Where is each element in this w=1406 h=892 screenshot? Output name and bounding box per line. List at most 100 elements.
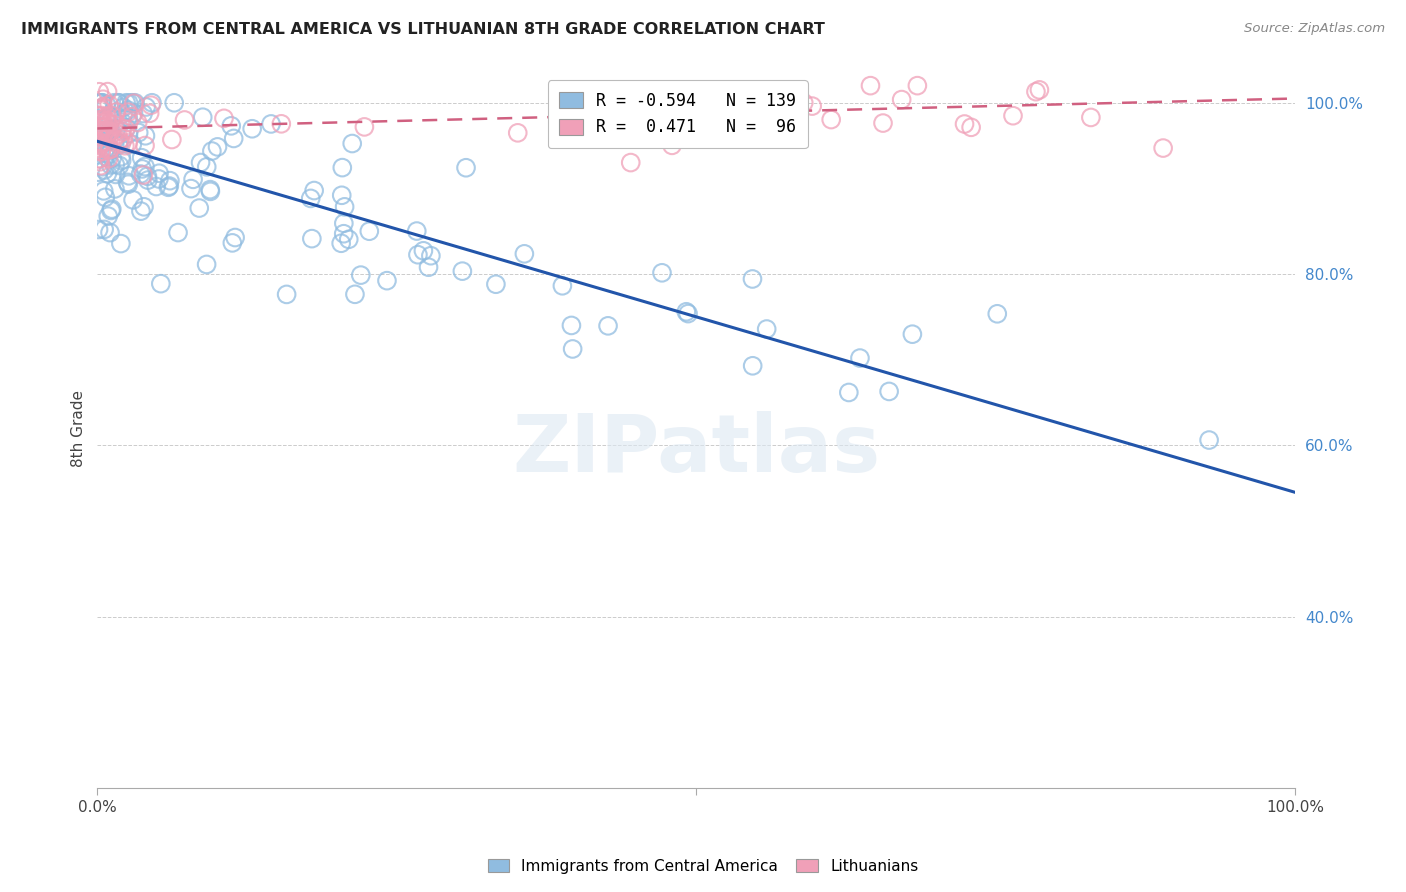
Point bbox=[118, 115, 141, 129]
Point bbox=[890, 93, 912, 107]
Point bbox=[87, 129, 110, 144]
Point bbox=[960, 120, 983, 135]
Point bbox=[87, 133, 110, 147]
Point bbox=[114, 138, 136, 153]
Point bbox=[117, 177, 139, 191]
Point bbox=[89, 136, 111, 151]
Point bbox=[148, 172, 170, 186]
Point bbox=[412, 244, 434, 258]
Point bbox=[330, 161, 353, 175]
Point bbox=[485, 277, 508, 292]
Point bbox=[103, 132, 125, 146]
Point bbox=[100, 124, 122, 138]
Point bbox=[198, 183, 221, 197]
Point bbox=[89, 127, 111, 141]
Point bbox=[451, 264, 474, 278]
Point bbox=[139, 98, 162, 112]
Legend: R = -0.594   N = 139, R =  0.471   N =  96: R = -0.594 N = 139, R = 0.471 N = 96 bbox=[548, 80, 807, 148]
Point bbox=[675, 305, 697, 319]
Point bbox=[418, 260, 440, 275]
Point bbox=[111, 115, 134, 129]
Point bbox=[121, 137, 143, 152]
Point bbox=[122, 96, 145, 111]
Point bbox=[108, 133, 131, 147]
Point bbox=[163, 95, 186, 110]
Point bbox=[741, 119, 763, 133]
Point bbox=[114, 122, 136, 136]
Point bbox=[191, 110, 214, 124]
Point bbox=[104, 157, 127, 171]
Point bbox=[112, 100, 135, 114]
Point bbox=[181, 172, 204, 186]
Point bbox=[149, 277, 172, 291]
Point bbox=[302, 184, 325, 198]
Point bbox=[87, 141, 110, 155]
Point bbox=[200, 185, 222, 199]
Point bbox=[97, 124, 120, 138]
Point bbox=[108, 135, 131, 149]
Point bbox=[117, 127, 139, 141]
Point bbox=[104, 133, 127, 147]
Point bbox=[901, 327, 924, 342]
Point bbox=[117, 105, 139, 120]
Point bbox=[108, 95, 131, 110]
Point bbox=[87, 152, 110, 166]
Point bbox=[222, 131, 245, 145]
Point bbox=[330, 236, 353, 251]
Point bbox=[97, 116, 120, 130]
Point bbox=[90, 123, 112, 137]
Point bbox=[111, 125, 134, 139]
Point bbox=[741, 359, 763, 373]
Point bbox=[513, 247, 536, 261]
Point bbox=[124, 95, 146, 110]
Text: Source: ZipAtlas.com: Source: ZipAtlas.com bbox=[1244, 22, 1385, 36]
Point bbox=[90, 102, 112, 116]
Point bbox=[551, 278, 574, 293]
Point bbox=[89, 139, 111, 153]
Point bbox=[219, 119, 242, 133]
Point bbox=[94, 124, 117, 138]
Point bbox=[1080, 111, 1102, 125]
Point bbox=[90, 126, 112, 140]
Point bbox=[350, 268, 373, 282]
Point bbox=[332, 227, 354, 241]
Point bbox=[793, 95, 815, 110]
Point bbox=[127, 115, 149, 129]
Point bbox=[128, 126, 150, 140]
Point bbox=[90, 159, 112, 173]
Point bbox=[97, 127, 120, 141]
Point bbox=[506, 126, 529, 140]
Point bbox=[89, 152, 111, 166]
Point bbox=[605, 107, 627, 121]
Point bbox=[131, 151, 153, 165]
Text: ZIPatlas: ZIPatlas bbox=[512, 410, 880, 489]
Point bbox=[661, 138, 683, 153]
Point bbox=[730, 107, 752, 121]
Point bbox=[97, 209, 120, 223]
Point bbox=[87, 222, 110, 236]
Point bbox=[90, 120, 112, 135]
Point bbox=[224, 230, 246, 244]
Point bbox=[122, 106, 145, 120]
Point bbox=[89, 145, 111, 160]
Point bbox=[801, 99, 824, 113]
Point bbox=[94, 113, 117, 128]
Point bbox=[986, 307, 1008, 321]
Point bbox=[98, 142, 121, 156]
Point bbox=[405, 224, 427, 238]
Point bbox=[111, 153, 134, 168]
Point bbox=[97, 152, 120, 166]
Point bbox=[330, 188, 353, 202]
Point bbox=[89, 154, 111, 169]
Point bbox=[343, 287, 366, 301]
Point bbox=[96, 97, 118, 112]
Point bbox=[93, 163, 115, 178]
Point bbox=[87, 112, 110, 127]
Point bbox=[104, 182, 127, 196]
Point bbox=[299, 191, 322, 205]
Point bbox=[89, 125, 111, 139]
Point bbox=[121, 110, 143, 124]
Point bbox=[90, 145, 112, 159]
Point bbox=[134, 138, 156, 153]
Point bbox=[134, 160, 156, 174]
